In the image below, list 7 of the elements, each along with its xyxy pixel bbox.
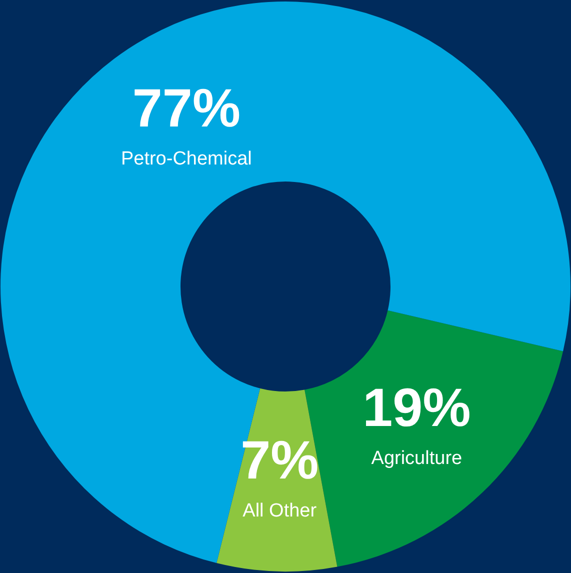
slice-label: Petro-Chemical: [120, 148, 252, 170]
data-label: 7%: [240, 430, 319, 490]
slice-label: Agriculture: [371, 448, 462, 469]
slice-label: All Other: [242, 500, 318, 522]
data-label: 77%: [132, 78, 240, 138]
data-label: 19%: [362, 378, 471, 438]
donut-slice: [0, 2, 570, 564]
